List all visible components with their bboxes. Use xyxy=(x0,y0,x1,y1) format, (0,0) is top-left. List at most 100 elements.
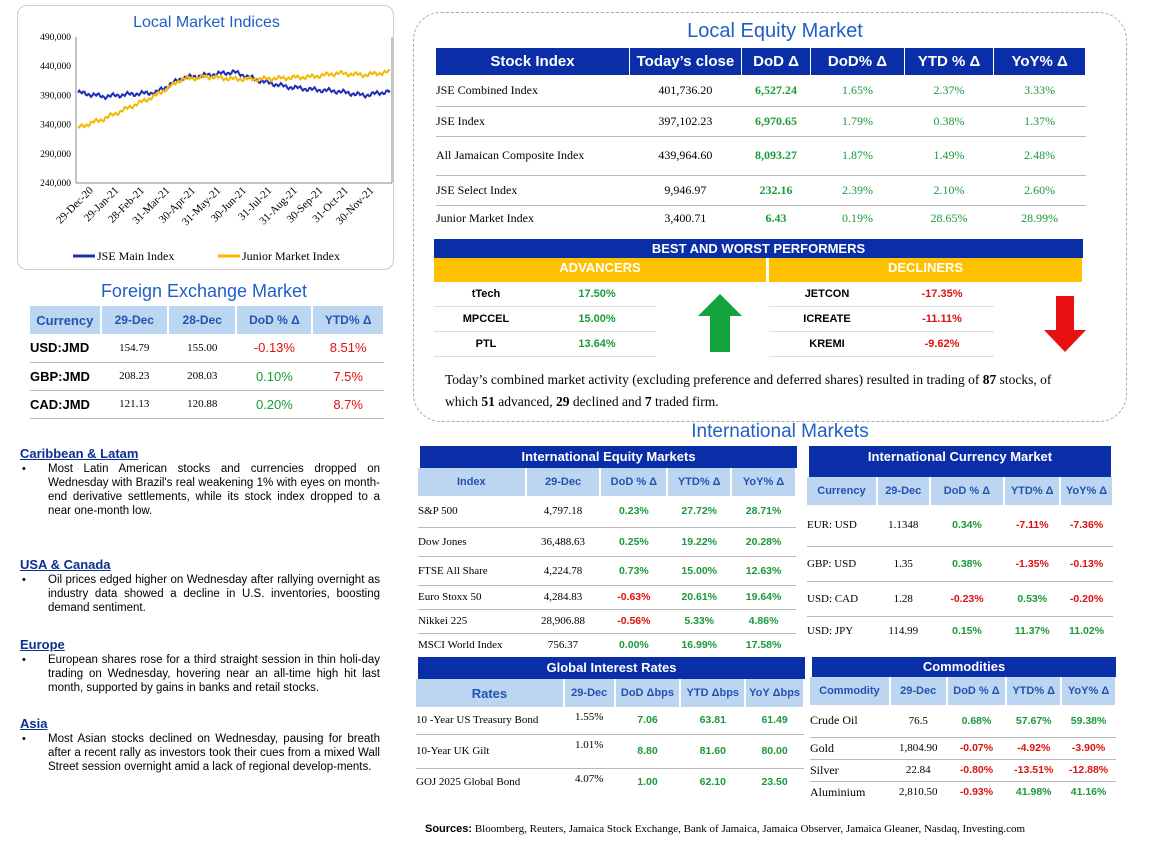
performer-ticker: JETCON xyxy=(804,288,850,300)
stock-value: 1.79% xyxy=(841,113,873,128)
local-equity-title: Local Equity Market xyxy=(687,20,863,42)
fx-cell: GBP:JMD xyxy=(30,368,90,384)
commodities-value: 57.67% xyxy=(1015,714,1052,727)
equity-value: 16.99% xyxy=(681,639,718,652)
fx-cell: 208.23 xyxy=(119,370,150,382)
bullet-icon: • xyxy=(22,654,26,666)
currency-col-header: DoD % Δ xyxy=(929,477,1006,505)
equity-value: 15.00% xyxy=(681,564,718,577)
equity-row: MSCI World Index 756.37 0.00% 16.99% 17.58% xyxy=(418,633,796,657)
equity-value: 5.33% xyxy=(684,615,715,627)
stock-value: 401,736.20 xyxy=(658,82,713,97)
rates-value: 1.01% xyxy=(575,738,604,751)
rates-value: 61.49 xyxy=(761,714,788,727)
commodities-row: Aluminium 2,810.50 -0.93% 41.98% 41.16% xyxy=(810,781,1116,803)
rates-value: 80.00 xyxy=(761,745,788,757)
equity-value: 36,488.63 xyxy=(541,535,586,548)
currency-col-header: YTD% Δ xyxy=(1004,477,1062,505)
rates-col-header: YoY Δbps xyxy=(745,679,805,707)
equity-name: Nikkei 225 xyxy=(418,615,468,627)
commodities-value: -0.93% xyxy=(959,786,994,799)
sources-label: Sources: xyxy=(425,823,473,835)
intl-currency-title: International Currency Market xyxy=(809,446,1111,478)
fx-cell: 0.10% xyxy=(255,368,293,384)
equity-value: 19.22% xyxy=(681,535,718,548)
fx-col-header: 29-Dec xyxy=(100,306,170,334)
fx-row: USD:JMD 154.79 155.00 -0.13% 8.51% xyxy=(30,334,384,362)
stock-value: 1.65% xyxy=(841,82,873,97)
commodities-table: Commodity 29-Dec DoD % Δ YTD% Δ YoY% Δ Crude … xyxy=(810,677,1117,803)
rates-value: 4.07% xyxy=(575,772,604,785)
stock-value: 6,970.65 xyxy=(755,113,797,128)
summary-text-3: advanced, xyxy=(494,394,556,409)
news-block: Caribbean & Latam • Most Latin American st… xyxy=(20,446,380,518)
commodities-value: 59.38% xyxy=(1070,714,1107,727)
stock-value: 2.39% xyxy=(841,182,873,197)
down-arrow-icon xyxy=(1044,296,1086,352)
performer-change: -17.35% xyxy=(921,288,963,300)
rates-name: 10-Year UK Gilt xyxy=(416,745,490,757)
summary-total: 87 xyxy=(982,372,997,387)
fx-table: Currency 29-Dec 28-Dec DoD % Δ YTD% Δ USD:JM… xyxy=(30,306,385,419)
summary-text-5: traded firm. xyxy=(651,394,719,409)
currency-value: 1.28 xyxy=(893,592,913,605)
fx-col-header: Currency xyxy=(30,306,102,334)
equity-value: 28.71% xyxy=(745,505,782,518)
stock-value: 0.19% xyxy=(841,210,873,225)
commodities-value: -4.92% xyxy=(1017,742,1051,754)
fx-cell: USD:JMD xyxy=(30,340,90,356)
y-tick-label: 240,000 xyxy=(40,179,71,189)
chart-plot: 490,000 440,000 390,000 340,000 290,000 240,0… xyxy=(40,33,393,263)
equity-value: 27.72% xyxy=(681,505,718,518)
fx-cell: 7.5% xyxy=(333,368,363,384)
fx-cell: 0.20% xyxy=(255,396,293,412)
currency-value: 11.37% xyxy=(1014,625,1050,638)
stock-index-table: Stock Index Today’s close DoD Δ DoD% Δ YTD %… xyxy=(436,48,1086,231)
currency-name: USD: JPY xyxy=(807,625,854,638)
currency-name: USD: CAD xyxy=(807,592,859,605)
performer-ticker: tTech xyxy=(471,288,501,300)
news-text: Oil prices edged higher on Wednesday aft… xyxy=(48,574,380,614)
stock-name: All Jamaican Composite Index xyxy=(436,148,585,162)
equity-value: 12.63% xyxy=(745,564,782,577)
rates-value: 8.80 xyxy=(637,745,658,757)
advancer-row: MPCCEL 15.00% xyxy=(434,307,656,332)
commodities-row: Gold 1,804.90 -0.07% -4.92% -3.90% xyxy=(810,737,1116,759)
sources-text: Bloomberg, Reuters, Jamaica Stock Exchan… xyxy=(472,823,1026,835)
equity-name: Dow Jones xyxy=(418,535,467,548)
summary-declined: 29 xyxy=(555,394,570,409)
commodities-value: -13.51% xyxy=(1014,764,1054,776)
stock-value: 2.37% xyxy=(933,82,965,97)
best-worst-title: BEST AND WORST PERFORMERS xyxy=(434,239,1083,258)
rates-name: GOJ 2025 Global Bond xyxy=(416,775,521,788)
stock-value: 2.60% xyxy=(1024,182,1056,197)
legend-label: Junior Market Index xyxy=(242,249,340,263)
fx-cell: -0.13% xyxy=(253,340,295,356)
equity-row: S&P 500 4,797.18 0.23% 27.72% 28.71% xyxy=(418,496,796,527)
currency-value: -7.11% xyxy=(1015,519,1049,532)
rates-value: 7.06 xyxy=(637,714,658,727)
rates-col-header: DoD Δbps xyxy=(614,679,682,707)
y-tick-label: 340,000 xyxy=(40,121,71,131)
equity-col-header: DoD % Δ xyxy=(600,468,669,496)
news-block: Asia • Most Asian stocks declined on Wedne… xyxy=(20,716,380,774)
stock-col-header: YoY% Δ xyxy=(993,48,1086,75)
equity-value: 756.37 xyxy=(547,639,579,652)
rates-table: Rates 29-Dec DoD Δbps YTD Δbps YoY Δbps 10 -Y… xyxy=(416,679,805,795)
currency-col-header: Currency xyxy=(807,477,878,505)
stock-value: 1.37% xyxy=(1024,113,1056,128)
bullet-icon: • xyxy=(22,574,26,586)
stock-col-header: YTD % Δ xyxy=(904,48,995,75)
equity-col-header: YoY% Δ xyxy=(731,468,797,496)
commodities-value: 0.68% xyxy=(961,714,992,727)
up-arrow-icon xyxy=(698,294,742,352)
stock-value: 3,400.71 xyxy=(664,210,707,225)
equity-value: 4,797.18 xyxy=(543,505,583,518)
summary-text-2: stocks, of which xyxy=(445,372,1052,409)
advancer-row: tTech 17.50% xyxy=(434,282,656,307)
rates-value: 62.10 xyxy=(699,775,726,788)
equity-row: Dow Jones 36,488.63 0.25% 19.22% 20.28% xyxy=(418,527,796,556)
market-summary: Today’s combined market activity (exclud… xyxy=(445,369,1085,413)
equity-value: 20.28% xyxy=(745,535,782,548)
fx-title: Foreign Exchange Market xyxy=(100,281,308,301)
